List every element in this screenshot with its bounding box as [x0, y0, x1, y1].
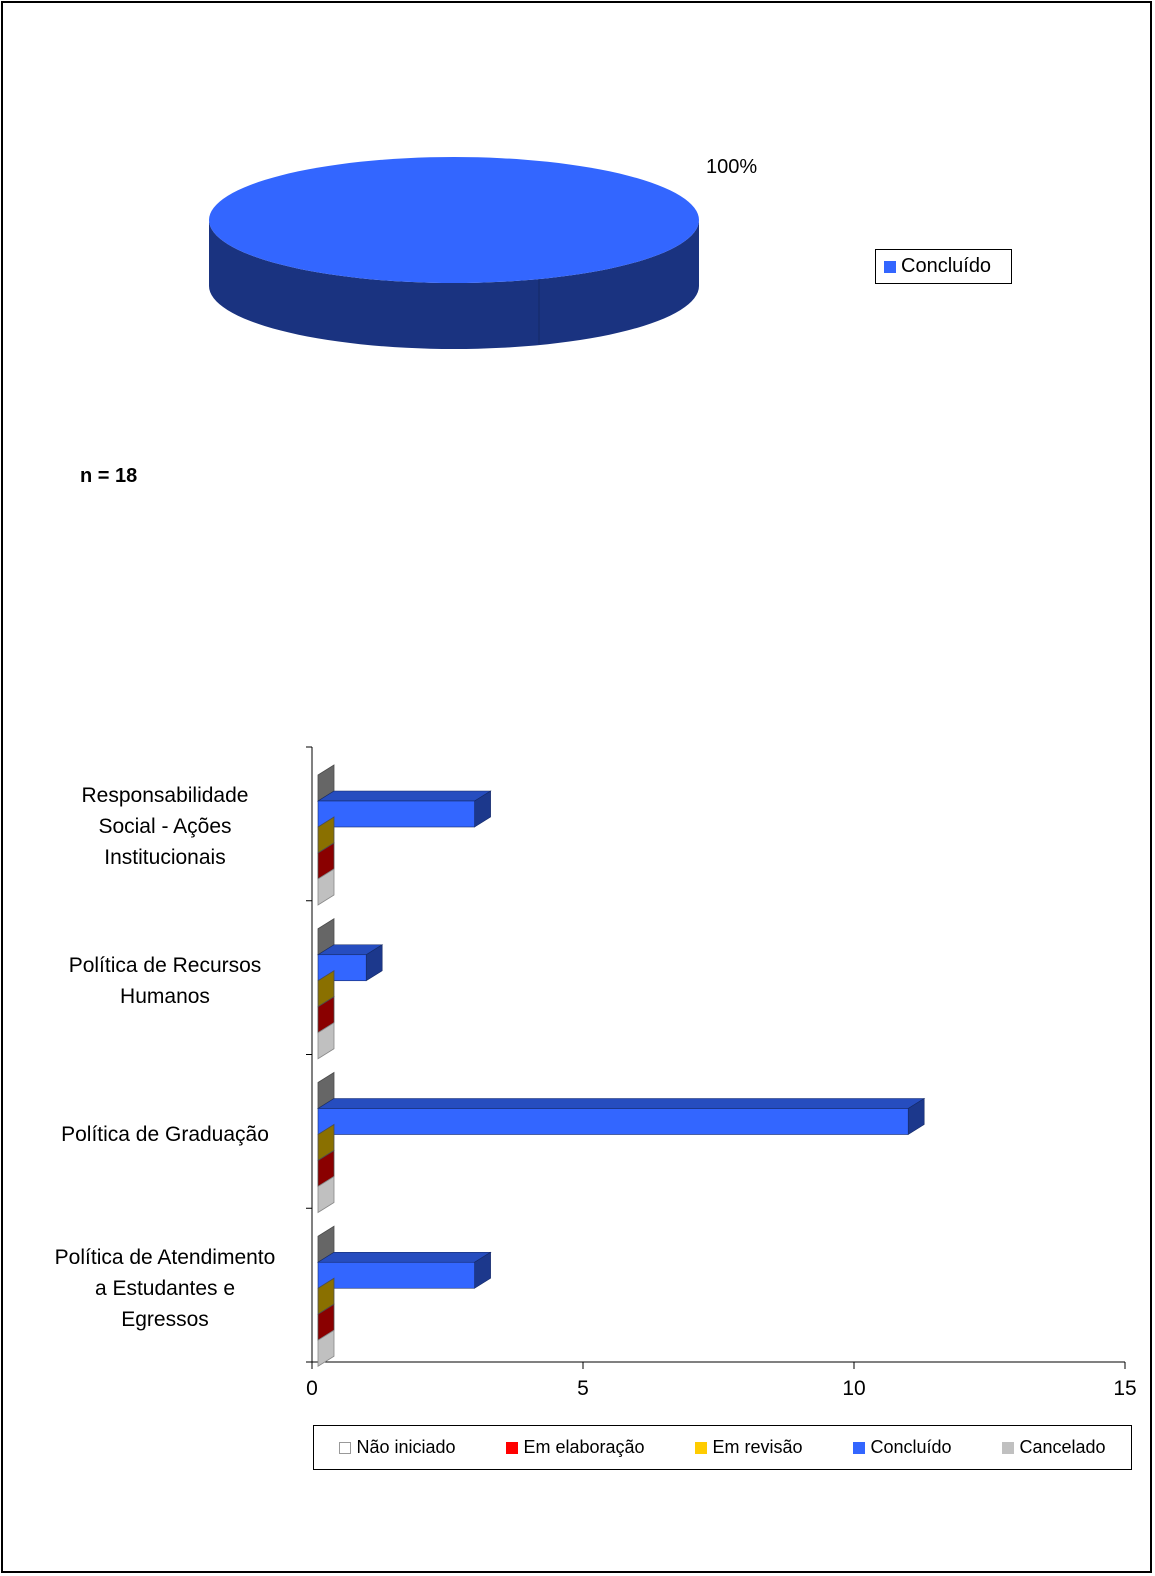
x-tick-label: 5 — [577, 1377, 589, 1400]
category-label-line: Responsabilidade — [81, 784, 249, 808]
bar-legend: Não iniciado Em elaboração Em revisão Concl… — [313, 1425, 1132, 1470]
x-tick-label: 15 — [1113, 1377, 1136, 1400]
legend-label: Não iniciado — [356, 1437, 456, 1457]
category-label: Responsabilidade Social - Ações Institucio… — [30, 780, 300, 873]
bar-top-concluido — [316, 790, 492, 802]
bar-top-concluido — [316, 1251, 492, 1263]
legend-item: Cancelado — [1002, 1437, 1106, 1458]
pie-legend-label: Concluído — [901, 255, 992, 277]
category-label-line: Política de Graduação — [61, 1122, 269, 1146]
legend-label: Em elaboração — [523, 1437, 645, 1457]
category-label-line: a Estudantes e — [94, 1276, 236, 1300]
pie-data-label: 100% — [706, 156, 758, 178]
bar-cancelado — [317, 1329, 335, 1367]
legend-item: Em revisão — [695, 1437, 803, 1458]
category-label: Política de Atendimento a Estudantes e Egr… — [30, 1242, 300, 1335]
pie-legend: Concluído — [875, 249, 1012, 284]
x-tick-label: 10 — [842, 1377, 865, 1400]
x-tick-label: 0 — [306, 1377, 318, 1400]
legend-item: Não iniciado — [339, 1437, 456, 1458]
category-label-line: Egressos — [121, 1307, 209, 1331]
bar-concluido — [317, 800, 475, 828]
bar-cancelado — [317, 868, 335, 906]
legend-swatch — [695, 1441, 708, 1454]
category-label-line: Institucionais — [104, 846, 226, 870]
legend-label: Concluído — [870, 1437, 952, 1457]
legend-item: Concluído — [853, 1437, 952, 1458]
category-label: Política de Graduação — [30, 1119, 300, 1150]
legend-swatch — [1002, 1441, 1015, 1454]
legend-label: Cancelado — [1019, 1437, 1106, 1457]
category-label-line: Política de Atendimento — [54, 1245, 276, 1269]
bar-cancelado — [317, 1175, 335, 1214]
category-label-line: Política de Recursos — [68, 953, 262, 977]
category-label-line: Social - Ações — [98, 815, 232, 839]
legend-swatch — [339, 1441, 352, 1454]
bar-concluido — [317, 1261, 475, 1289]
legend-label: Em revisão — [712, 1437, 803, 1457]
bar-concluido — [317, 1108, 909, 1135]
pie-legend-swatch — [884, 260, 896, 273]
legend-item: Em elaboração — [506, 1437, 645, 1458]
category-label: Política de Recursos Humanos — [30, 950, 300, 1012]
pie-slice-side — [209, 220, 699, 349]
category-label-line: Humanos — [120, 984, 210, 1008]
legend-swatch — [506, 1441, 519, 1454]
legend-swatch — [853, 1441, 866, 1454]
bar-cancelado — [317, 1022, 335, 1060]
bar-top-concluido — [316, 1098, 926, 1109]
sample-size-label: n = 18 — [80, 465, 138, 487]
pie-slice-concluido — [209, 157, 699, 283]
